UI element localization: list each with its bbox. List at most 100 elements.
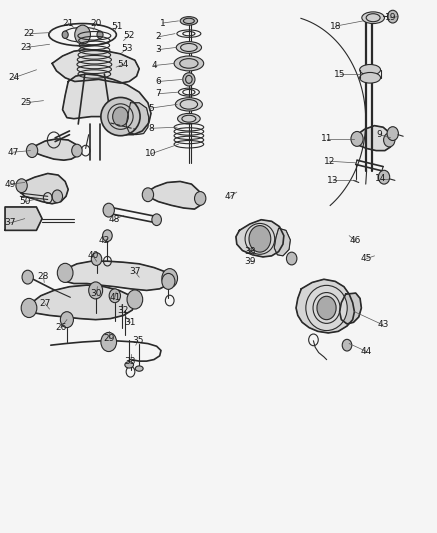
Text: 31: 31 [125,318,136,327]
Text: 18: 18 [329,22,341,31]
Polygon shape [354,126,392,151]
Text: 50: 50 [19,197,31,206]
Circle shape [127,290,143,309]
Text: 54: 54 [117,60,128,69]
Text: 15: 15 [334,70,345,78]
Text: 23: 23 [20,43,31,52]
Text: 6: 6 [156,77,161,86]
Ellipse shape [180,17,198,25]
Circle shape [388,10,398,23]
Text: 14: 14 [375,174,386,183]
Text: 33: 33 [125,357,136,366]
Polygon shape [62,74,151,135]
Polygon shape [274,228,290,256]
Text: 38: 38 [244,247,256,256]
Text: 32: 32 [117,305,128,314]
Text: 10: 10 [145,149,157,158]
Ellipse shape [183,72,195,86]
Polygon shape [340,293,361,324]
Circle shape [378,170,390,184]
Text: 47: 47 [7,148,19,157]
Polygon shape [296,279,354,333]
Text: 11: 11 [321,134,332,143]
Polygon shape [26,285,135,320]
Text: 4: 4 [151,61,157,70]
Circle shape [384,133,395,147]
Text: 37: 37 [129,268,141,276]
Polygon shape [147,181,202,209]
Text: 43: 43 [378,320,389,329]
Polygon shape [19,173,68,204]
Circle shape [16,179,27,192]
Circle shape [162,269,177,288]
Circle shape [103,203,114,217]
Text: 44: 44 [361,347,372,356]
Text: 20: 20 [91,19,102,28]
Text: 9: 9 [377,130,382,139]
Circle shape [113,107,128,126]
Text: 5: 5 [148,103,154,112]
Circle shape [52,190,62,203]
Circle shape [109,289,121,303]
Text: 47: 47 [225,192,236,201]
Text: 27: 27 [39,299,51,308]
Text: 35: 35 [132,336,144,345]
Text: 21: 21 [62,19,74,28]
Text: 46: 46 [350,237,361,246]
Polygon shape [52,50,139,83]
Text: 45: 45 [361,254,372,263]
Text: 42: 42 [99,237,110,246]
Text: 8: 8 [148,124,154,133]
Polygon shape [236,220,284,257]
Circle shape [351,132,363,147]
Text: 51: 51 [112,22,123,31]
Text: 7: 7 [156,89,161,98]
Ellipse shape [176,42,201,53]
Text: 29: 29 [103,334,114,343]
Circle shape [75,25,90,44]
Circle shape [162,273,175,289]
Circle shape [57,263,73,282]
Text: 39: 39 [244,257,256,265]
Circle shape [287,252,297,265]
Text: 49: 49 [5,180,16,189]
Circle shape [60,312,73,328]
Text: 13: 13 [327,176,338,185]
Text: 24: 24 [8,73,19,82]
Ellipse shape [125,362,134,368]
Ellipse shape [135,366,143,371]
Text: 25: 25 [20,98,31,107]
Circle shape [387,127,399,141]
Text: 40: 40 [87,252,99,260]
Text: 19: 19 [385,13,396,22]
Text: 28: 28 [38,272,49,280]
Text: 12: 12 [324,157,335,166]
Ellipse shape [101,98,140,136]
Circle shape [89,282,103,299]
Text: 1: 1 [160,19,166,28]
Circle shape [194,191,206,205]
Text: 52: 52 [124,31,135,40]
Circle shape [22,270,33,284]
Text: 37: 37 [4,219,16,228]
Ellipse shape [360,64,381,75]
Circle shape [317,296,336,320]
Polygon shape [5,207,42,230]
Ellipse shape [175,98,202,111]
Circle shape [62,31,68,38]
Polygon shape [126,103,149,135]
Ellipse shape [360,72,381,83]
Text: 2: 2 [156,33,161,42]
Circle shape [249,225,271,252]
Polygon shape [30,139,79,160]
Circle shape [91,253,102,265]
Circle shape [342,340,352,351]
Text: 30: 30 [91,288,102,297]
Text: 41: 41 [109,293,121,302]
Ellipse shape [306,285,347,330]
Ellipse shape [174,56,204,71]
Circle shape [21,298,37,318]
Circle shape [101,333,117,352]
Circle shape [72,144,82,157]
Circle shape [152,214,161,225]
